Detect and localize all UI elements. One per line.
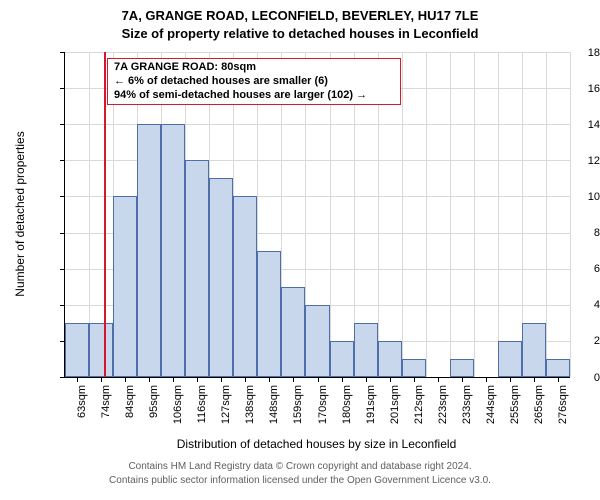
xtick-label: 106sqm xyxy=(172,385,184,435)
histogram-bar xyxy=(522,323,546,377)
gridline-v xyxy=(426,52,427,377)
xtick-label: 223sqm xyxy=(437,385,449,435)
attribution-line: Contains public sector information licen… xyxy=(0,475,600,486)
xtick-mark xyxy=(77,377,78,382)
ytick-label: 4 xyxy=(544,299,600,311)
gridline-v xyxy=(402,52,403,377)
chart-title-line2: Size of property relative to detached ho… xyxy=(0,26,600,41)
gridline-v xyxy=(570,52,571,377)
annotation-line: ← 6% of detached houses are smaller (6) xyxy=(114,75,394,89)
ytick-label: 0 xyxy=(544,372,600,384)
histogram-bar xyxy=(113,196,137,377)
annotation-box: 7A GRANGE ROAD: 80sqm← 6% of detached ho… xyxy=(107,58,401,105)
ytick-mark xyxy=(60,52,65,53)
ytick-mark xyxy=(60,269,65,270)
histogram-bar xyxy=(65,323,89,377)
xtick-label: 191sqm xyxy=(365,385,377,435)
histogram-bar xyxy=(378,341,402,377)
attribution-line: Contains HM Land Registry data © Crown c… xyxy=(0,461,600,472)
histogram-bar xyxy=(89,323,113,377)
xtick-label: 116sqm xyxy=(196,385,208,435)
xtick-label: 244sqm xyxy=(485,385,497,435)
x-axis-label: Distribution of detached houses by size … xyxy=(64,437,569,451)
xtick-mark xyxy=(293,377,294,382)
histogram-bar xyxy=(450,359,474,377)
plot-area: 7A GRANGE ROAD: 80sqm← 6% of detached ho… xyxy=(64,52,570,378)
gridline-v xyxy=(498,52,499,377)
chart-title-line1: 7A, GRANGE ROAD, LECONFIELD, BEVERLEY, H… xyxy=(0,8,600,23)
xtick-mark xyxy=(462,377,463,382)
ytick-mark xyxy=(60,196,65,197)
ytick-mark xyxy=(60,233,65,234)
xtick-mark xyxy=(101,377,102,382)
xtick-label: 265sqm xyxy=(533,385,545,435)
ytick-label: 14 xyxy=(544,119,600,131)
xtick-mark xyxy=(221,377,222,382)
ytick-mark xyxy=(60,305,65,306)
xtick-label: 84sqm xyxy=(124,385,136,435)
xtick-label: 170sqm xyxy=(317,385,329,435)
histogram-bar xyxy=(305,305,329,377)
ytick-label: 10 xyxy=(544,191,600,203)
xtick-mark xyxy=(534,377,535,382)
y-axis-label: Number of detached properties xyxy=(13,74,27,354)
xtick-mark xyxy=(125,377,126,382)
ytick-mark xyxy=(60,341,65,342)
gridline-v xyxy=(546,52,547,377)
gridline-v xyxy=(474,52,475,377)
xtick-mark xyxy=(269,377,270,382)
gridline-v xyxy=(450,52,451,377)
ytick-label: 16 xyxy=(544,83,600,95)
xtick-mark xyxy=(510,377,511,382)
xtick-label: 276sqm xyxy=(557,385,569,435)
histogram-bar xyxy=(402,359,426,377)
histogram-bar xyxy=(354,323,378,377)
ytick-label: 6 xyxy=(544,263,600,275)
ytick-label: 12 xyxy=(544,155,600,167)
histogram-bar xyxy=(185,160,209,377)
xtick-label: 63sqm xyxy=(76,385,88,435)
ytick-label: 18 xyxy=(544,47,600,59)
xtick-mark xyxy=(390,377,391,382)
xtick-label: 159sqm xyxy=(292,385,304,435)
ytick-mark xyxy=(60,124,65,125)
ytick-mark xyxy=(60,377,65,378)
histogram-bar xyxy=(498,341,522,377)
ytick-mark xyxy=(60,88,65,89)
xtick-mark xyxy=(414,377,415,382)
xtick-label: 233sqm xyxy=(461,385,473,435)
xtick-label: 201sqm xyxy=(389,385,401,435)
xtick-mark xyxy=(342,377,343,382)
histogram-bar xyxy=(209,178,233,377)
xtick-label: 148sqm xyxy=(268,385,280,435)
xtick-label: 127sqm xyxy=(220,385,232,435)
xtick-mark xyxy=(366,377,367,382)
xtick-mark xyxy=(438,377,439,382)
annotation-line: 7A GRANGE ROAD: 80sqm xyxy=(114,61,394,75)
xtick-label: 138sqm xyxy=(244,385,256,435)
histogram-bar xyxy=(161,124,185,377)
histogram-bar xyxy=(233,196,257,377)
xtick-mark xyxy=(197,377,198,382)
histogram-bar xyxy=(137,124,161,377)
annotation-line: 94% of semi-detached houses are larger (… xyxy=(114,89,394,103)
xtick-mark xyxy=(318,377,319,382)
xtick-label: 255sqm xyxy=(509,385,521,435)
ytick-mark xyxy=(60,160,65,161)
xtick-label: 95sqm xyxy=(148,385,160,435)
gridline-h xyxy=(65,52,570,53)
xtick-label: 74sqm xyxy=(100,385,112,435)
histogram-bar xyxy=(257,251,281,377)
xtick-mark xyxy=(173,377,174,382)
histogram-bar xyxy=(281,287,305,377)
ytick-label: 2 xyxy=(544,335,600,347)
xtick-label: 212sqm xyxy=(413,385,425,435)
xtick-mark xyxy=(149,377,150,382)
xtick-mark xyxy=(486,377,487,382)
xtick-mark xyxy=(245,377,246,382)
reference-line xyxy=(104,52,106,377)
xtick-label: 180sqm xyxy=(341,385,353,435)
ytick-label: 8 xyxy=(544,227,600,239)
histogram-bar xyxy=(330,341,354,377)
